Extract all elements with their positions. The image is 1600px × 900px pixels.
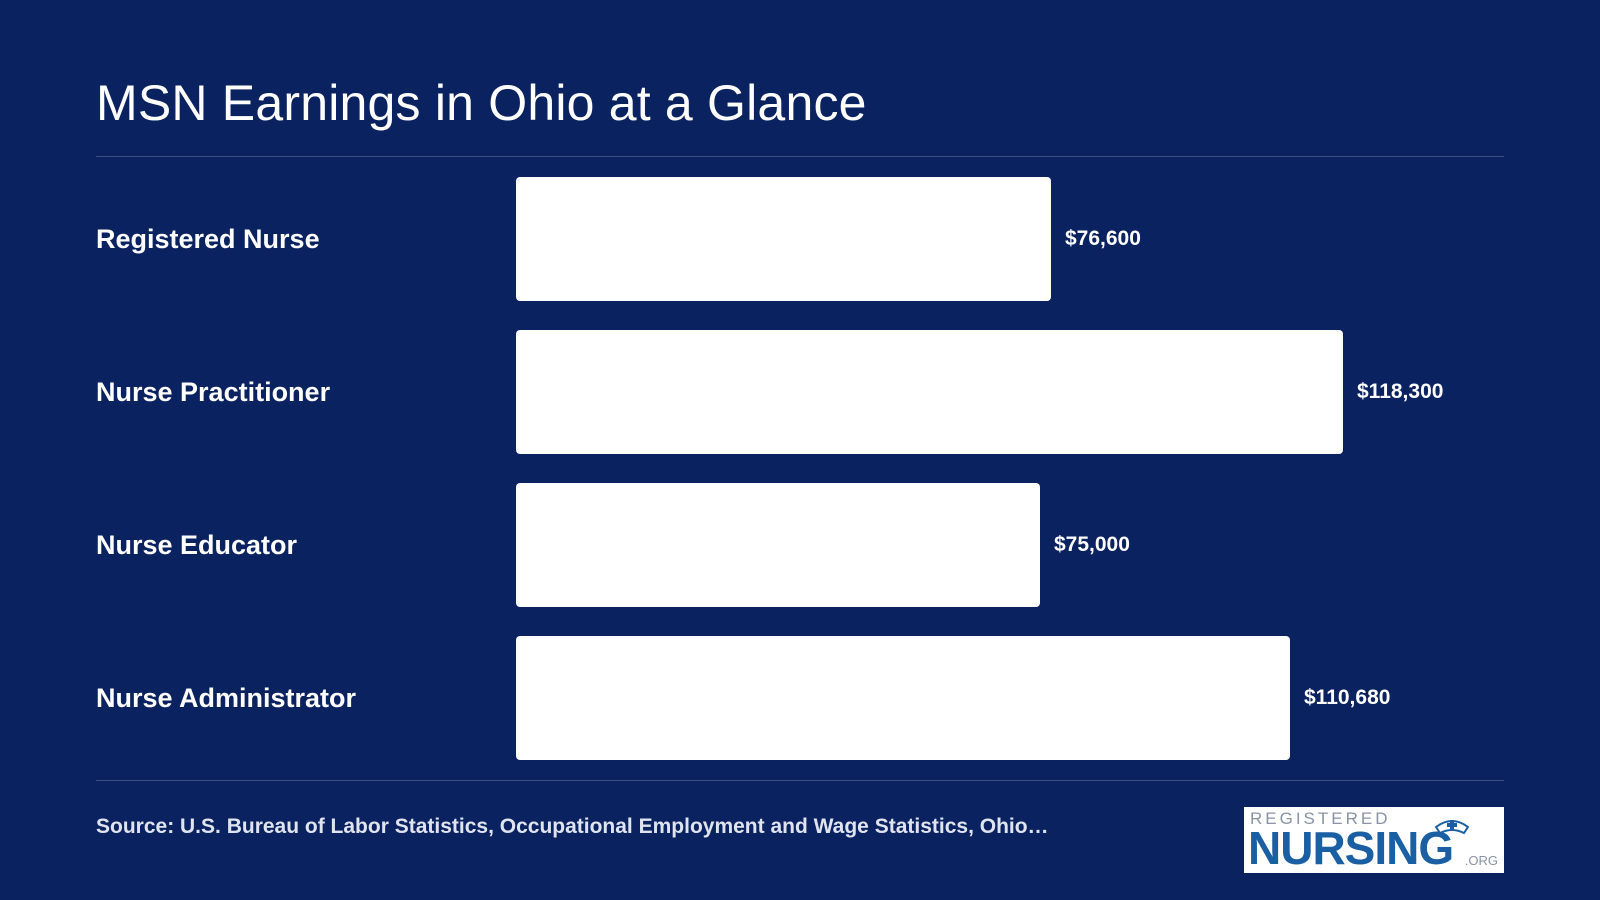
logo-suffix-text: .ORG bbox=[1464, 853, 1498, 868]
category-label: Nurse Administrator bbox=[96, 683, 357, 713]
bar bbox=[516, 330, 1343, 454]
source-note: Source: U.S. Bureau of Labor Statistics,… bbox=[96, 815, 1049, 838]
bottom-divider bbox=[96, 780, 1504, 781]
nurse-cap-icon bbox=[1434, 820, 1470, 835]
value-label: $76,600 bbox=[1065, 227, 1141, 250]
value-label: $110,680 bbox=[1304, 686, 1391, 709]
value-label: $118,300 bbox=[1357, 380, 1444, 403]
logo-main-text: NURSING bbox=[1248, 822, 1454, 874]
top-divider bbox=[96, 156, 1504, 157]
value-label: $75,000 bbox=[1054, 533, 1130, 556]
category-label: Nurse Practitioner bbox=[96, 377, 331, 407]
bar bbox=[516, 483, 1040, 607]
category-label: Nurse Educator bbox=[96, 530, 298, 560]
bar bbox=[516, 177, 1051, 301]
logo-top-text: REGISTERED bbox=[1250, 809, 1391, 828]
chart-title: MSN Earnings in Ohio at a Glance bbox=[96, 75, 867, 131]
bar bbox=[516, 636, 1290, 760]
registered-nursing-logo[interactable]: REGISTERED NURSING .ORG bbox=[1244, 807, 1504, 873]
category-label: Registered Nurse bbox=[96, 224, 320, 254]
